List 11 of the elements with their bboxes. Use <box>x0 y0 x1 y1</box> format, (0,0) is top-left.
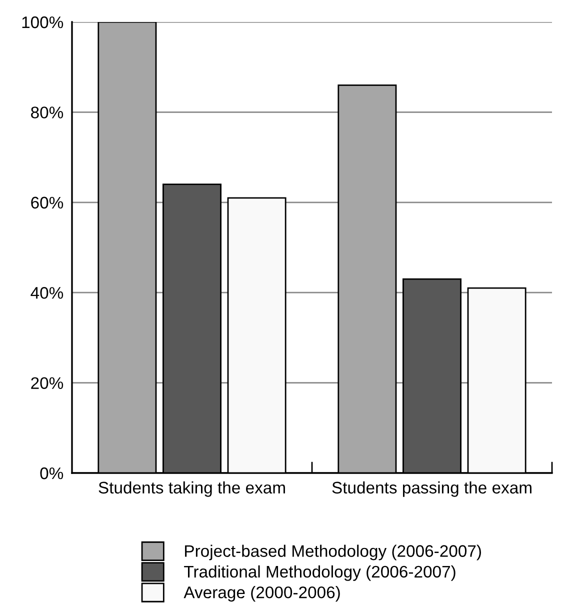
legend-label: Project-based Methodology (2006-2007) <box>185 544 481 560</box>
y-tick-label: 80% <box>31 106 64 118</box>
x-tick-label: Students taking the exam <box>98 481 285 497</box>
y-tick-label: 20% <box>31 377 64 390</box>
y-tick-label: 0% <box>40 467 64 480</box>
legend-label: Average (2000-2006) <box>184 586 340 602</box>
legend-label: Traditional Methodology (2006-2007) <box>184 565 456 581</box>
y-tick-label: 100% <box>22 16 64 28</box>
y-tick-label: 40% <box>30 287 64 299</box>
y-tick-label: 60% <box>31 196 64 209</box>
x-tick-label: Students passing the exam <box>332 481 532 497</box>
